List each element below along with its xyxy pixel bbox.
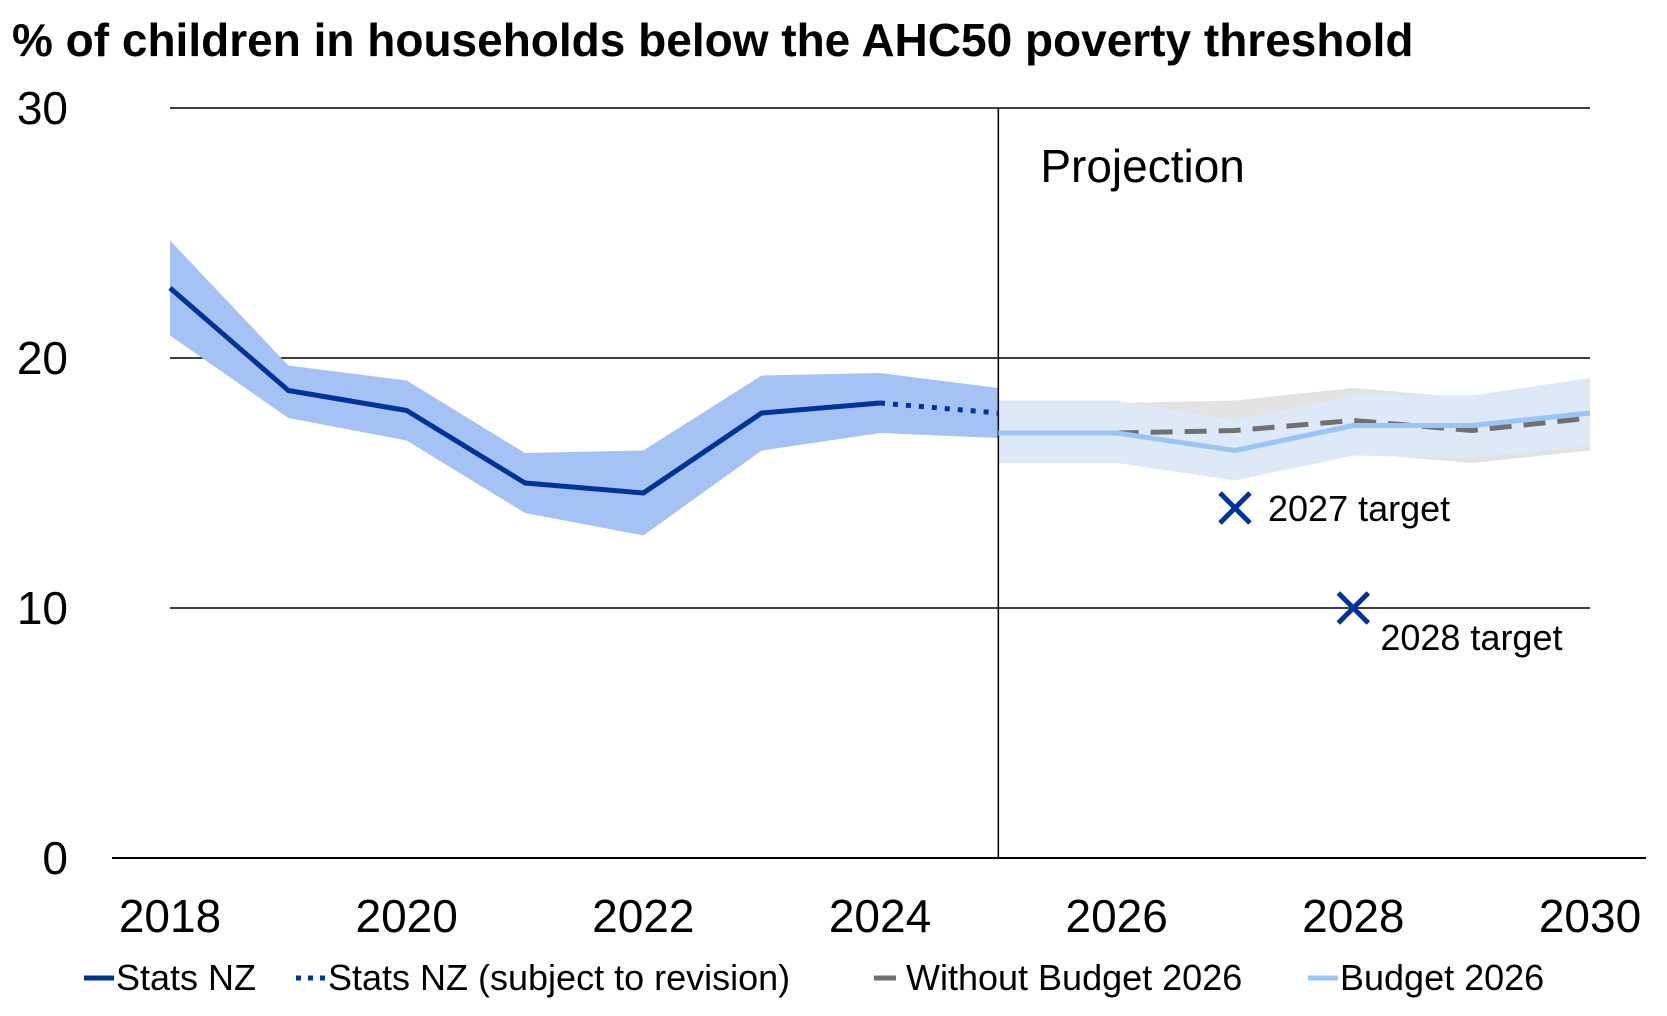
x-tick-label: 2026	[1065, 890, 1167, 942]
band-0	[170, 240, 880, 536]
targets: 2027 target 2028 target	[1218, 488, 1562, 658]
projection-label: Projection	[1040, 140, 1245, 192]
x-tick-label: 2030	[1539, 890, 1641, 942]
y-tick-label: 30	[17, 82, 68, 134]
target-label: 2028 target	[1380, 617, 1562, 658]
y-tick-label: 20	[17, 332, 68, 384]
target-marker-1	[1336, 591, 1371, 625]
series-line-0	[168, 286, 881, 496]
x-tick-label: 2022	[592, 890, 694, 942]
legend-label-1: Stats NZ (subject to revision)	[328, 957, 790, 998]
y-tick-label: 0	[42, 832, 68, 884]
target-label: 2027 target	[1268, 488, 1450, 529]
legend-label-3: Budget 2026	[1340, 957, 1544, 998]
legend: Stats NZ Stats NZ (subject to revision) Wi…	[84, 957, 1544, 998]
x-tick-label: 2024	[829, 890, 931, 942]
x-tick-label: 2028	[1302, 890, 1404, 942]
x-tick-label: 2018	[119, 890, 221, 942]
legend-label-0: Stats NZ	[116, 957, 256, 998]
series-line-2	[1116, 415, 1591, 436]
legend-label-2: Without Budget 2026	[906, 957, 1242, 998]
chart-title: % of children in households below the AH…	[12, 14, 1413, 66]
target-marker-0	[1218, 491, 1252, 525]
x-tick-label: 2020	[355, 890, 457, 942]
series-line-3	[998, 410, 1591, 453]
series-lines	[168, 286, 1591, 496]
gridlines	[170, 107, 1590, 609]
y-tick-label: 10	[17, 582, 68, 634]
band-1	[880, 373, 999, 438]
band-3	[998, 378, 1590, 481]
